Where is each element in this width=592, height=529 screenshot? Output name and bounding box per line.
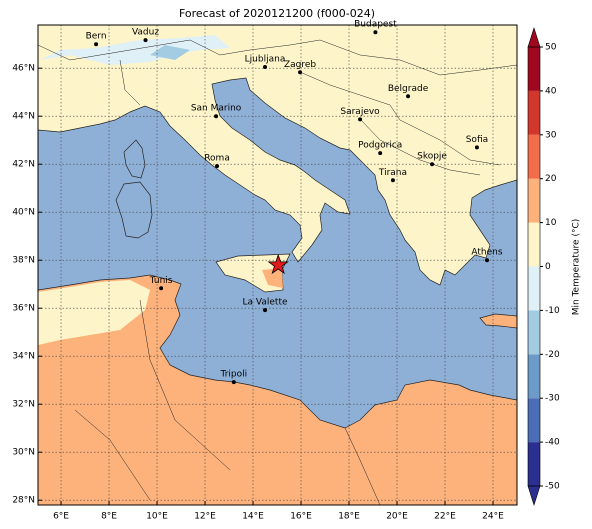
alps-cold xyxy=(40,35,230,65)
city-dot xyxy=(94,42,99,47)
sicily-warm xyxy=(262,268,283,288)
crete xyxy=(479,313,517,329)
europe-land xyxy=(38,25,517,286)
colorbar-label: Min Temperature (°C) xyxy=(572,219,582,316)
city-label: La Valette xyxy=(243,298,288,308)
city-label: Tunis xyxy=(149,276,173,286)
forecast-marker xyxy=(267,253,289,275)
y-tick-label: 36°N xyxy=(12,304,35,314)
colorbar-tick-label: -30 xyxy=(545,394,560,404)
colorbar-tick-label: 0 xyxy=(545,262,551,272)
colorbar-tick-label: -50 xyxy=(545,482,560,492)
map-title: Forecast of 2020121200 (f000-024) xyxy=(179,7,375,20)
map-area xyxy=(38,25,517,505)
atlas-cool xyxy=(38,280,150,345)
x-tick-label: 24°E xyxy=(482,512,504,522)
gridlines xyxy=(38,25,517,505)
y-tick-label: 32°N xyxy=(12,400,35,410)
colorbar-band xyxy=(528,47,540,91)
colorbar-band xyxy=(528,310,540,355)
city-label: Bern xyxy=(86,32,107,42)
x-tick-label: 6°E xyxy=(53,512,69,522)
x-tick-label: 10°E xyxy=(146,512,168,522)
colorbar-extend-low xyxy=(527,485,541,506)
alps-coldest xyxy=(150,45,190,60)
corsica xyxy=(123,139,146,179)
city-dot xyxy=(263,308,268,313)
colorbar-tick-label: -40 xyxy=(545,438,560,448)
city-dot xyxy=(358,117,363,122)
city-dot xyxy=(159,286,164,291)
colorbar-band xyxy=(528,222,540,267)
x-tick-label: 12°E xyxy=(194,512,216,522)
colorbar-band xyxy=(528,134,540,179)
africa-land xyxy=(38,274,517,505)
city-dot xyxy=(298,70,303,75)
city-label: Vaduz xyxy=(132,28,159,38)
city-label: San Marino xyxy=(191,104,242,114)
colorbar-band xyxy=(528,354,540,399)
colorbar-tick-label: 10 xyxy=(545,218,557,228)
x-tick-label: 22°E xyxy=(434,512,456,522)
city-label: Roma xyxy=(204,154,230,164)
y-tick-label: 30°N xyxy=(12,448,35,458)
colorbar-tick-label: -10 xyxy=(545,306,560,316)
city-label: Podgorica xyxy=(358,141,402,151)
colorbar-band xyxy=(528,398,540,443)
x-tick-label: 14°E xyxy=(242,512,264,522)
colorbar-band xyxy=(528,178,540,223)
colorbar-band xyxy=(528,266,540,311)
borders xyxy=(38,39,517,505)
y-tick-label: 46°N xyxy=(12,64,35,74)
colorbar-tick-label: 40 xyxy=(545,86,557,96)
city-dot xyxy=(378,151,383,156)
colorbar-extend-high xyxy=(527,27,541,48)
city-label: Ljubljana xyxy=(245,55,286,65)
y-tick-label: 44°N xyxy=(12,112,35,122)
city-dot xyxy=(143,38,148,43)
city-label: Belgrade xyxy=(388,84,429,94)
city-dot xyxy=(390,178,395,183)
city-label: Zagreb xyxy=(284,60,316,70)
colorbar-tick-label: 50 xyxy=(545,43,557,53)
city-dot xyxy=(263,65,268,69)
x-tick-label: 18°E xyxy=(338,512,360,522)
y-tick-label: 42°N xyxy=(12,160,35,170)
city-label: Sofia xyxy=(466,135,488,145)
city-label: Tripoli xyxy=(220,370,248,380)
city-label: Sarajevo xyxy=(340,107,380,117)
colorbar-tick-label: 20 xyxy=(545,174,557,184)
city-dot xyxy=(214,114,219,119)
city-dot xyxy=(430,162,435,167)
x-tick-label: 20°E xyxy=(386,512,408,522)
colorbar-band xyxy=(528,90,540,135)
city-dot xyxy=(485,258,490,263)
sardinia xyxy=(115,181,153,239)
y-tick-label: 38°N xyxy=(12,256,35,266)
city-label: Skopje xyxy=(417,152,447,162)
y-tick-label: 34°N xyxy=(12,352,35,362)
city-dot xyxy=(474,145,479,150)
city-dot xyxy=(215,164,220,169)
city-dot xyxy=(406,94,411,99)
city-label: Budapest xyxy=(354,20,397,30)
y-tick-label: 40°N xyxy=(12,208,35,218)
colorbar-tick-label: 30 xyxy=(545,130,557,140)
city-dot xyxy=(373,30,378,35)
map-frame xyxy=(37,24,518,506)
x-tick-label: 16°E xyxy=(290,512,312,522)
x-tick-label: 8°E xyxy=(101,512,117,522)
city-label: Tirana xyxy=(378,168,407,178)
city-dot xyxy=(231,380,236,385)
colorbar-tick-label: -20 xyxy=(545,350,560,360)
y-tick-label: 28°N xyxy=(12,496,35,506)
colorbar-band xyxy=(528,442,540,486)
city-label: Athens xyxy=(471,248,502,258)
